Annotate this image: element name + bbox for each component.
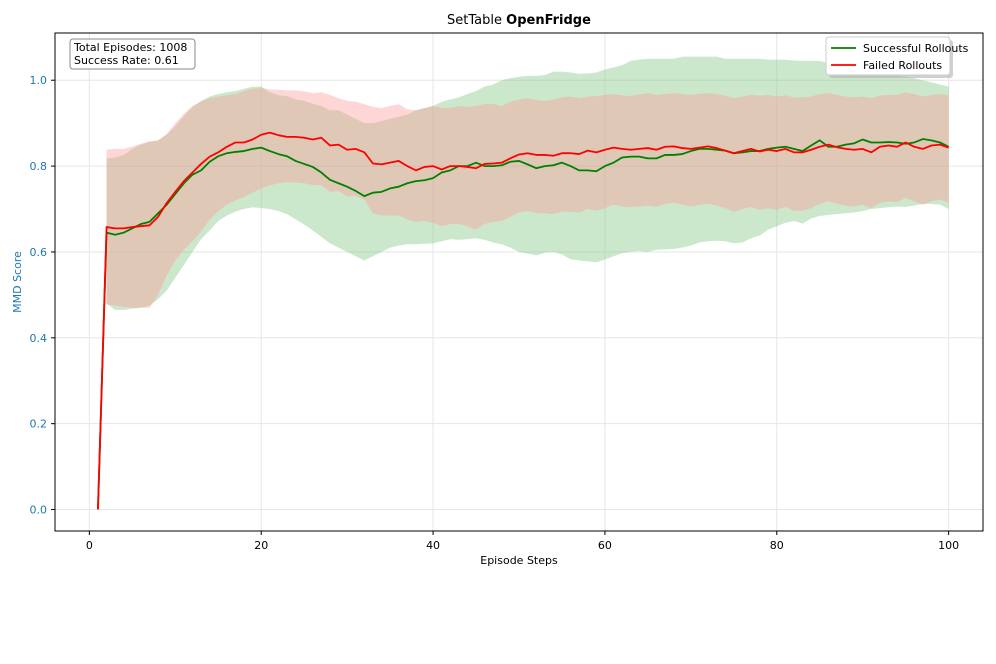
- series-lines: [97, 131, 950, 510]
- y-tick-label: 0.2: [30, 418, 48, 431]
- y-tick-label: 0.8: [30, 160, 48, 173]
- x-tick-label: 80: [770, 539, 784, 552]
- legend-box: [825, 36, 951, 76]
- x-tick-label: 100: [938, 539, 959, 552]
- y-tick-label: 0.6: [30, 246, 48, 259]
- chart-title: SetTable OpenFridge: [447, 13, 591, 28]
- band-successful: [106, 56, 949, 310]
- info-success-rate: Success Rate: 0.61: [74, 54, 179, 67]
- x-tick-label: 40: [426, 539, 440, 552]
- info-total-episodes: Total Episodes: 1008: [73, 41, 187, 54]
- legend: Successful Rollouts Failed Rollouts: [825, 36, 969, 78]
- legend-label-successful: Successful Rollouts: [863, 42, 969, 55]
- x-tick-label: 60: [598, 539, 612, 552]
- y-tick-label: 0.4: [30, 332, 48, 345]
- y-axis-title: MMD Score: [11, 251, 24, 313]
- x-tick-label: 0: [86, 539, 93, 552]
- y-tick-label: 0.0: [30, 504, 48, 517]
- confidence-bands: [106, 56, 949, 310]
- grid: [55, 33, 983, 531]
- y-tick-label: 1.0: [30, 74, 48, 87]
- info-annotation: Total Episodes: 1008 Success Rate: 0.61: [69, 38, 196, 70]
- line-successful: [97, 138, 950, 510]
- band-failed: [106, 87, 949, 308]
- x-tick-label: 20: [254, 539, 268, 552]
- x-axis-ticks: 0 20 40 60 80 100: [86, 531, 959, 552]
- y-axis-ticks: 0.0 0.2 0.4 0.6 0.8 1.0: [30, 74, 55, 517]
- info-annotation-box: [69, 38, 196, 70]
- chart-title-prefix: SetTable: [447, 13, 502, 28]
- x-axis-title: Episode Steps: [480, 554, 558, 567]
- chart-title-group: SetTable OpenFridge: [447, 13, 591, 28]
- chart-title-bold: OpenFridge: [506, 13, 591, 28]
- legend-label-failed: Failed Rollouts: [863, 59, 942, 72]
- line-failed: [97, 131, 949, 510]
- plot-frame: [54, 32, 984, 532]
